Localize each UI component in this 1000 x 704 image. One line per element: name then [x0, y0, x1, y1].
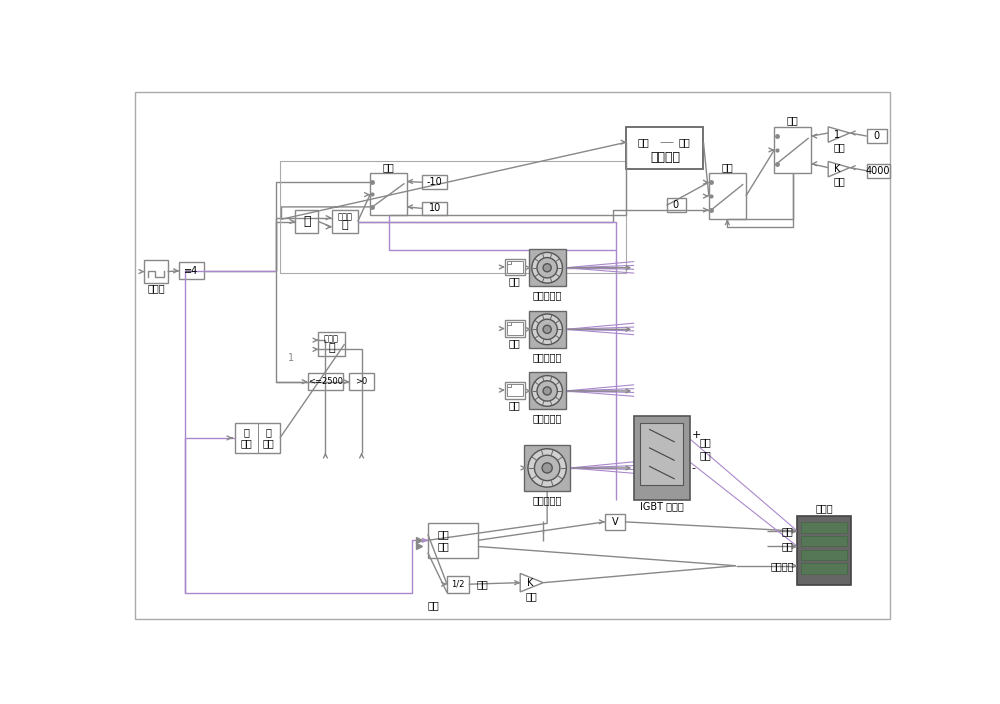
Circle shape [543, 387, 551, 395]
Text: 1: 1 [288, 353, 295, 363]
Text: 矢量控制: 矢量控制 [650, 151, 680, 164]
FancyBboxPatch shape [801, 522, 847, 533]
Circle shape [532, 314, 562, 345]
Text: 1: 1 [834, 130, 841, 139]
Circle shape [537, 319, 557, 339]
Text: 开关: 开关 [721, 162, 733, 172]
Text: K: K [834, 164, 841, 174]
Text: 速度: 速度 [678, 137, 690, 147]
Circle shape [537, 258, 557, 278]
FancyBboxPatch shape [797, 515, 851, 585]
Text: 电流: 电流 [476, 579, 488, 589]
Text: 转速: 转速 [437, 529, 449, 539]
Text: 感应电动机: 感应电动机 [532, 291, 562, 301]
FancyBboxPatch shape [801, 550, 847, 560]
Text: V: V [612, 517, 618, 527]
FancyBboxPatch shape [634, 415, 690, 501]
Text: 录波器: 录波器 [816, 503, 833, 513]
Text: 与: 与 [328, 343, 335, 353]
Text: 电流: 电流 [437, 541, 449, 551]
Circle shape [543, 264, 551, 272]
Text: 感应电动机: 感应电动机 [532, 352, 562, 362]
Text: 终端: 终端 [509, 277, 521, 287]
Text: <=2500: <=2500 [308, 377, 343, 386]
Text: -: - [692, 463, 696, 473]
FancyBboxPatch shape [640, 423, 683, 485]
Text: 感应电动机: 感应电动机 [532, 496, 562, 505]
Text: 增益: 增益 [833, 177, 845, 187]
Circle shape [542, 463, 552, 473]
Text: 非: 非 [303, 215, 311, 228]
FancyBboxPatch shape [529, 372, 566, 410]
Text: +: + [692, 430, 701, 440]
Text: 0: 0 [874, 131, 880, 141]
Text: 增益: 增益 [833, 142, 845, 152]
Text: 入: 入 [243, 427, 249, 437]
Text: 出: 出 [265, 427, 271, 437]
Text: 10: 10 [429, 203, 441, 213]
Circle shape [532, 253, 562, 283]
Text: 1/2: 1/2 [451, 579, 465, 589]
Text: 逻辑门: 逻辑门 [324, 335, 339, 344]
Text: 感应电动机: 感应电动机 [532, 414, 562, 424]
Circle shape [528, 448, 566, 487]
FancyBboxPatch shape [801, 563, 847, 574]
Text: 终端: 终端 [509, 400, 521, 410]
Text: 开关: 开关 [787, 115, 799, 126]
Text: 0: 0 [673, 201, 679, 210]
Circle shape [537, 381, 557, 401]
Text: 增益: 增益 [526, 591, 538, 601]
Text: 输入: 输入 [240, 439, 252, 448]
Text: 电流: 电流 [782, 541, 794, 551]
Text: 输出: 输出 [263, 439, 274, 448]
Text: 逻辑门: 逻辑门 [337, 213, 352, 222]
Text: 继电器: 继电器 [147, 283, 165, 293]
Text: 电磁转矩: 电磁转矩 [770, 560, 794, 571]
FancyBboxPatch shape [801, 536, 847, 546]
Text: 速度: 速度 [428, 600, 439, 610]
FancyBboxPatch shape [529, 249, 566, 287]
Text: 与: 与 [341, 220, 348, 230]
Text: 电压: 电压 [782, 526, 794, 536]
Text: 脉冲: 脉冲 [638, 137, 649, 147]
Text: 电源: 电源 [700, 451, 711, 460]
Text: IGBT 逆变器: IGBT 逆变器 [640, 501, 684, 511]
FancyBboxPatch shape [529, 311, 566, 348]
Text: >0: >0 [355, 377, 368, 386]
Circle shape [534, 455, 560, 481]
Circle shape [532, 376, 562, 406]
Text: 4000: 4000 [866, 165, 891, 176]
FancyBboxPatch shape [524, 445, 570, 491]
Text: 终端: 终端 [509, 338, 521, 348]
Text: -10: -10 [427, 177, 443, 187]
Text: ≡4: ≡4 [184, 266, 199, 276]
Text: K: K [527, 578, 533, 588]
Text: 直流: 直流 [700, 437, 711, 448]
Text: 开关: 开关 [383, 162, 394, 172]
Circle shape [543, 325, 551, 334]
